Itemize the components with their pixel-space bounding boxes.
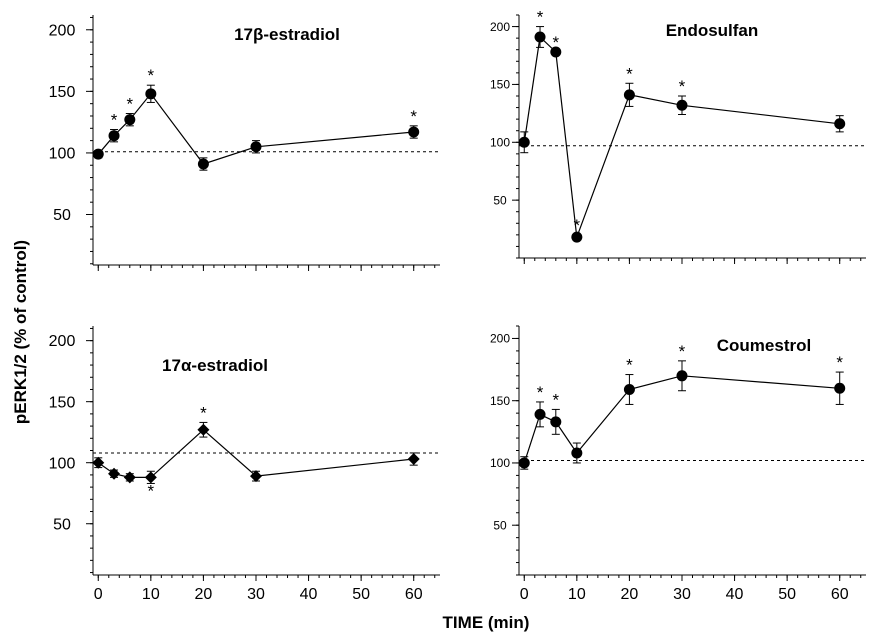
x-tick-label: 60 (831, 586, 849, 603)
data-point (623, 383, 635, 395)
data-point (123, 471, 136, 484)
data-point (676, 99, 688, 111)
significance-star: * (537, 383, 544, 402)
significance-star: * (679, 77, 686, 96)
data-point (518, 457, 530, 469)
x-axis-title: TIME (min) (443, 613, 530, 632)
y-tick-label: 200 (49, 22, 76, 39)
data-point (145, 88, 157, 100)
y-tick-label: 200 (49, 333, 76, 350)
x-tick-label: 50 (778, 586, 796, 603)
x-tick-label: 30 (673, 586, 691, 603)
data-point (408, 126, 420, 138)
data-point (197, 158, 209, 170)
chart-panel-2: 50 100 150 200 * * * * * Endosulfan (490, 8, 866, 264)
data-point (108, 467, 121, 480)
significance-star: * (552, 390, 559, 409)
x-tick-label: 0 (94, 586, 103, 603)
x-tick-label: 40 (726, 586, 744, 603)
x-tick-label: 10 (568, 586, 586, 603)
series-line (97, 92, 414, 165)
significance-star: * (537, 8, 544, 27)
data-point (249, 470, 262, 483)
y-tick-label: 200 (490, 332, 510, 346)
y-tick-label: 50 (53, 516, 71, 533)
data-point (534, 31, 546, 43)
y-tick-label: 50 (493, 518, 507, 532)
x-tick-label: 20 (621, 586, 639, 603)
data-point (518, 136, 530, 148)
data-point (92, 148, 104, 160)
data-point (534, 408, 546, 420)
y-tick-label: 100 (490, 135, 510, 149)
data-point (550, 416, 562, 428)
data-point (571, 447, 583, 459)
panel-title: Endosulfan (666, 21, 759, 40)
x-tick-label: 40 (300, 586, 318, 603)
x-tick-label: 30 (247, 586, 265, 603)
significance-star: * (200, 403, 207, 422)
significance-star: * (552, 33, 559, 52)
data-point (250, 141, 262, 153)
y-tick-label: 150 (49, 84, 76, 101)
significance-star: * (679, 342, 686, 361)
data-point (92, 456, 105, 469)
data-point (676, 370, 688, 382)
x-tick-label: 60 (405, 586, 423, 603)
data-point (550, 46, 562, 58)
significance-star: * (626, 64, 633, 83)
y-tick-label: 100 (49, 146, 76, 163)
panel-title: 17β-estradiol (234, 25, 340, 44)
significance-star: * (626, 356, 633, 375)
significance-star: * (126, 95, 133, 114)
y-tick-label: 100 (49, 455, 76, 472)
chart-panel-1: 50 100 150 200 * * * * 17β-estradiol (49, 15, 440, 271)
significance-star: * (836, 353, 843, 372)
x-tick-label: 20 (195, 586, 213, 603)
y-tick-label: 50 (53, 207, 71, 224)
data-point (197, 423, 210, 436)
data-point (144, 471, 157, 484)
y-axis-title: pERK1/2 (% of control) (11, 240, 30, 424)
data-point (407, 453, 420, 466)
data-point (108, 130, 120, 142)
y-tick-label: 150 (490, 394, 510, 408)
series-line (523, 35, 840, 238)
data-point (623, 89, 635, 101)
y-tick-label: 200 (490, 20, 510, 34)
significance-star: * (148, 481, 155, 500)
data-point (124, 114, 136, 126)
data-point (571, 231, 583, 243)
x-tick-label: 50 (352, 586, 370, 603)
significance-star: * (410, 107, 417, 126)
y-tick-label: 150 (49, 394, 76, 411)
y-tick-label: 100 (490, 456, 510, 470)
significance-star: * (574, 216, 581, 235)
data-point (834, 382, 846, 394)
data-point (834, 118, 846, 130)
significance-star: * (148, 66, 155, 85)
y-tick-label: 150 (490, 78, 510, 92)
panel-title: Coumestrol (717, 336, 811, 355)
chart-panel-4: 50 100 150 200 0 10 20 30 40 50 60 * * * * * Coumestrol (490, 325, 866, 603)
y-tick-label: 50 (493, 193, 507, 207)
x-tick-label: 10 (142, 586, 160, 603)
panel-title: 17α-estradiol (162, 356, 268, 375)
significance-star: * (111, 111, 118, 130)
x-tick-label: 0 (520, 586, 529, 603)
chart-panel-3: 50 100 150 200 0 10 20 30 40 50 60 * * 17α-estradiol (49, 326, 440, 603)
